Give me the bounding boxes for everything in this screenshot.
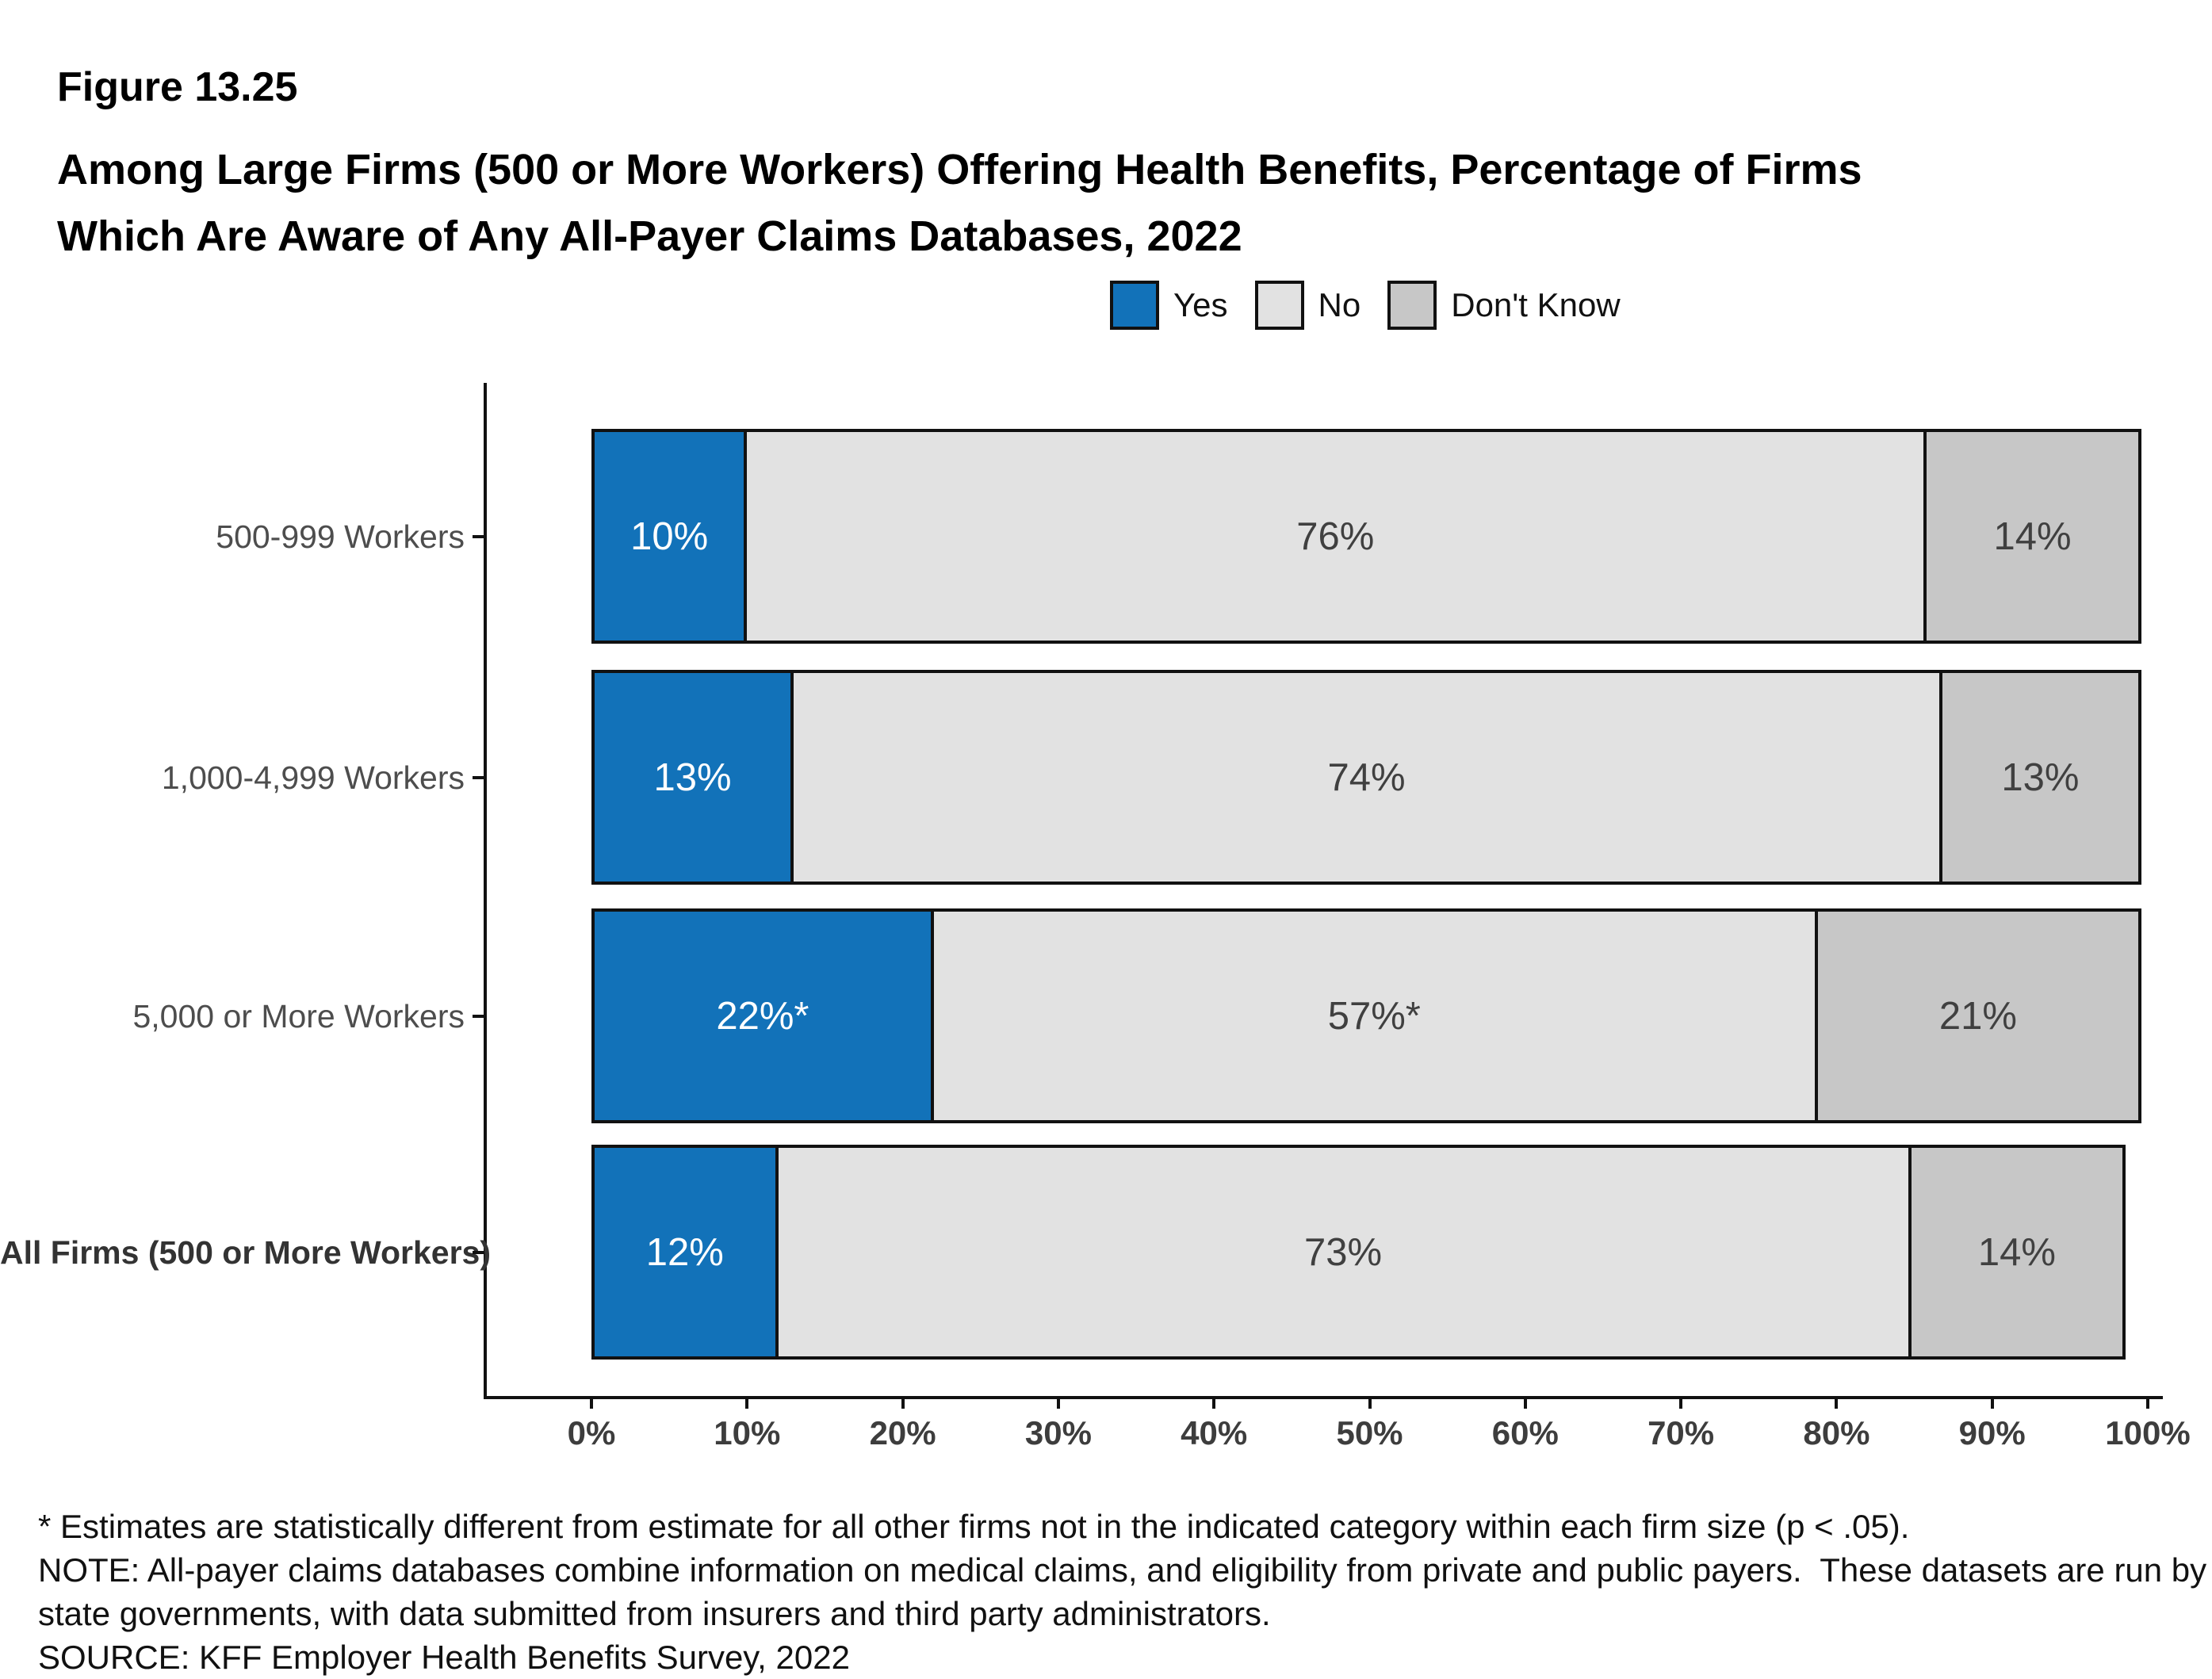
figure-title-line2: Which Are Aware of Any All-Payer Claims … <box>57 212 1242 260</box>
bar-row-500-999-workers: 10% 76% 14% <box>591 429 2141 644</box>
bar-segment-don-t-know: 14% <box>1923 429 2141 644</box>
title-block: Figure 13.25 Among Large Firms (500 or M… <box>57 63 1862 270</box>
x-axis-tick-label: 0% <box>567 1414 616 1451</box>
x-axis-tick-label: 80% <box>1803 1414 1870 1451</box>
bar-segment-label: 13% <box>653 755 732 799</box>
legend-item-no: No <box>1254 281 1361 330</box>
figure-number: Figure 13.25 <box>57 64 298 110</box>
chart-legend: Yes No Don't Know <box>1110 281 1621 330</box>
x-axis-tick-label: 50% <box>1336 1414 1403 1451</box>
bar-segment-label: 10% <box>630 514 709 558</box>
x-axis-tick <box>1679 1399 1683 1409</box>
bar-segment-don-t-know: 14% <box>1908 1145 2126 1360</box>
x-axis-tick <box>1835 1399 1839 1409</box>
bar-row-5-000-or-more-workers: 22%* 57%* 21% <box>591 908 2141 1123</box>
bar-segment-label: 14% <box>1993 514 2072 558</box>
legend-label-no: No <box>1318 286 1361 323</box>
footnote-line-3: state governments, with data submitted f… <box>38 1595 1271 1632</box>
x-axis-tick <box>901 1399 905 1409</box>
bar-segment-label: 22%* <box>716 994 809 1038</box>
x-axis-tick-label: 70% <box>1648 1414 1715 1451</box>
footnote-line-1: * Estimates are statistically different … <box>38 1508 1910 1545</box>
footnote-line-4: SOURCE: KFF Employer Health Benefits Sur… <box>38 1639 850 1676</box>
x-axis-tick <box>1212 1399 1216 1409</box>
y-axis-tick <box>473 534 484 538</box>
y-axis-label-5-000-or-more-workers: 5,000 or More Workers <box>132 997 465 1035</box>
bar-segment-no: 73% <box>775 1145 1912 1360</box>
y-axis-label-all-firms-500-or-more-workers: All Firms (500 or More Workers) <box>0 1233 491 1271</box>
legend-label-yes: Yes <box>1173 286 1228 323</box>
bar-segment-label: 14% <box>1977 1230 2056 1274</box>
legend-swatch-don-t-know <box>1387 281 1437 330</box>
x-axis-tick-label: 100% <box>2105 1414 2191 1451</box>
bar-segment-label: 74% <box>1327 755 1406 799</box>
y-axis-tick <box>473 1014 484 1018</box>
y-axis-tick <box>473 1250 484 1254</box>
legend-label-don-t-know: Don't Know <box>1451 286 1621 323</box>
bar-segment-label: 12% <box>645 1230 724 1274</box>
bar-segment-don-t-know: 21% <box>1814 908 2141 1123</box>
x-axis-tick <box>745 1399 749 1409</box>
figure-title-line1: Among Large Firms (500 or More Workers) … <box>57 146 1862 193</box>
bar-segment-label: 13% <box>2001 755 2080 799</box>
bar-segment-no: 74% <box>790 670 1942 885</box>
bar-segment-no: 76% <box>744 429 1927 644</box>
bar-segment-yes: 13% <box>591 670 794 885</box>
bar-segment-yes: 12% <box>591 1145 779 1360</box>
bar-segment-label: 57%* <box>1327 994 1421 1038</box>
x-axis-tick <box>2146 1399 2149 1409</box>
bar-segment-label: 73% <box>1304 1230 1383 1274</box>
legend-swatch-yes <box>1110 281 1159 330</box>
y-axis-line <box>484 383 487 1399</box>
bar-segment-label: 76% <box>1296 514 1375 558</box>
legend-item-don-t-know: Don't Know <box>1387 281 1621 330</box>
bar-segment-yes: 22%* <box>591 908 934 1123</box>
y-axis-label-1-000-4-999-workers: 1,000-4,999 Workers <box>161 759 465 796</box>
x-axis-tick-label: 60% <box>1491 1414 1559 1451</box>
x-axis-tick-label: 90% <box>1958 1414 2026 1451</box>
x-axis-tick <box>1056 1399 1060 1409</box>
bar-segment-label: 21% <box>1938 994 2017 1038</box>
footnote-line-2: NOTE: All-payer claims databases combine… <box>38 1551 2207 1589</box>
y-axis-tick <box>473 775 484 779</box>
y-axis-label-500-999-workers: 500-999 Workers <box>216 518 465 555</box>
x-axis-line <box>484 1396 2163 1399</box>
x-axis-tick <box>590 1399 593 1409</box>
bar-segment-yes: 10% <box>591 429 748 644</box>
bar-segment-no: 57%* <box>930 908 1818 1123</box>
x-axis-tick-label: 10% <box>714 1414 781 1451</box>
x-axis-tick-label: 20% <box>869 1414 936 1451</box>
bar-segment-don-t-know: 13% <box>1938 670 2141 885</box>
x-axis-tick-label: 40% <box>1181 1414 1248 1451</box>
footnotes: * Estimates are statistically different … <box>38 1505 2206 1679</box>
legend-item-yes: Yes <box>1110 281 1228 330</box>
x-axis-tick <box>1368 1399 1372 1409</box>
bar-row-all-firms-500-or-more-workers: 12% 73% 14% <box>591 1145 2126 1360</box>
x-axis-tick <box>1523 1399 1527 1409</box>
bar-row-1-000-4-999-workers: 13% 74% 13% <box>591 670 2141 885</box>
x-axis-tick <box>1990 1399 1994 1409</box>
legend-swatch-no <box>1254 281 1304 330</box>
x-axis-tick-label: 30% <box>1024 1414 1092 1451</box>
